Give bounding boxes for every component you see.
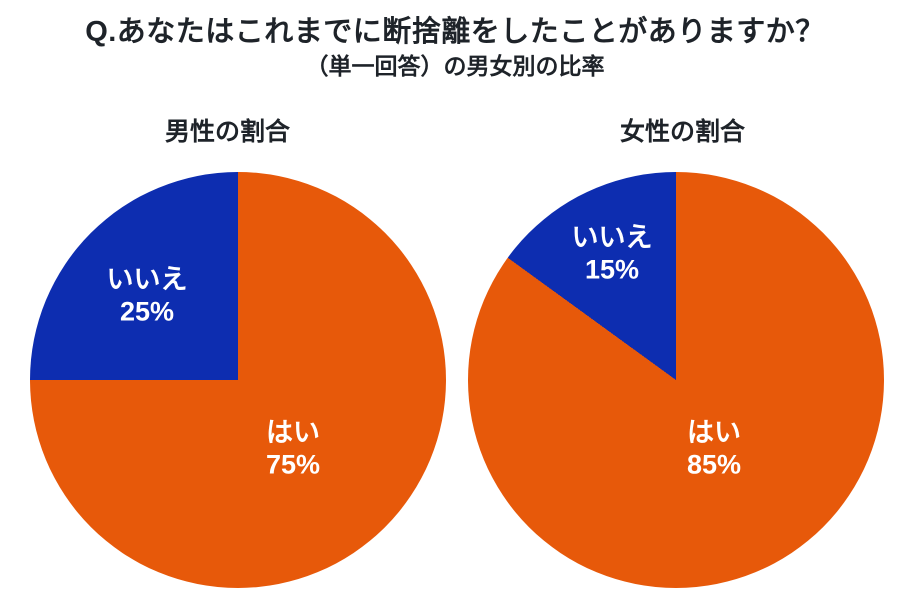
pie-title-female: 女性の割合 (619, 118, 745, 146)
page-subtitle: （単一回答）の男女別の比率 (305, 53, 605, 79)
pie-chart-female (468, 172, 884, 588)
pie-chart-male (30, 172, 446, 588)
page-title: Q.あなたはこれまでに断捨離をしたことがありますか？ (85, 16, 825, 48)
pie-title-male: 男性の割合 (164, 118, 290, 146)
